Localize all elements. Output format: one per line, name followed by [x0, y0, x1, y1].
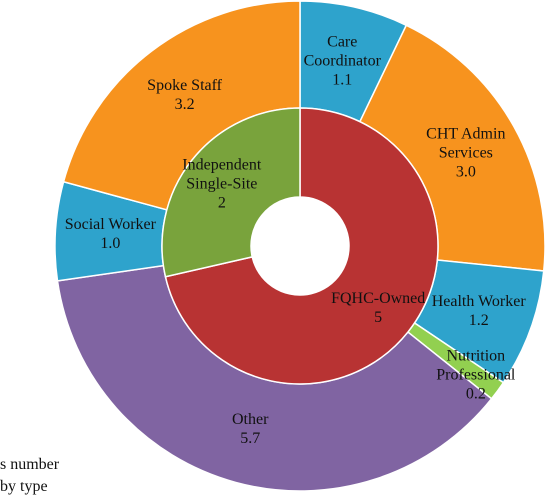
label-name: Spoke Staff — [147, 77, 222, 95]
note: by type — [0, 478, 48, 495]
label-value: 5.7 — [240, 430, 261, 448]
data-label: Care Coordinator 1.1 — [290, 32, 394, 89]
label-value: 1.0 — [100, 235, 121, 253]
label-value: 5 — [374, 309, 383, 327]
label-name: Care Coordinator — [303, 33, 381, 70]
label-value: 1.2 — [468, 311, 489, 329]
label-name: Health Worker — [431, 292, 526, 310]
label-name: Nutrition Professional — [436, 347, 516, 384]
data-label: Spoke Staff 3.2 — [133, 76, 237, 114]
label-name: FQHC-Owned — [331, 290, 426, 308]
label-name: CHT Admin Services — [426, 125, 506, 162]
data-label: CHT Admin Services 3.0 — [414, 125, 518, 182]
label-value: 3.2 — [174, 96, 195, 114]
data-label: Nutrition Professional 0.2 — [424, 346, 528, 403]
data-label: FQHC-Owned 5 — [326, 289, 430, 327]
data-label: Social Worker 1.0 — [58, 215, 162, 253]
segment — [161, 107, 301, 278]
label-value: 3.0 — [455, 163, 476, 181]
segment — [164, 107, 439, 385]
label-value: 2 — [217, 194, 226, 212]
label-value: 0.2 — [465, 385, 486, 403]
note: s number — [0, 456, 60, 473]
label-name: Other — [231, 411, 269, 429]
label-name: Independent Single-Site — [182, 156, 262, 193]
data-label: Health Worker 1.2 — [427, 292, 531, 330]
data-label: Independent Single-Site 2 — [170, 155, 274, 212]
label-value: 1.1 — [332, 71, 353, 89]
data-label: Other 5.7 — [198, 410, 302, 448]
label-name: Social Worker — [64, 216, 156, 234]
